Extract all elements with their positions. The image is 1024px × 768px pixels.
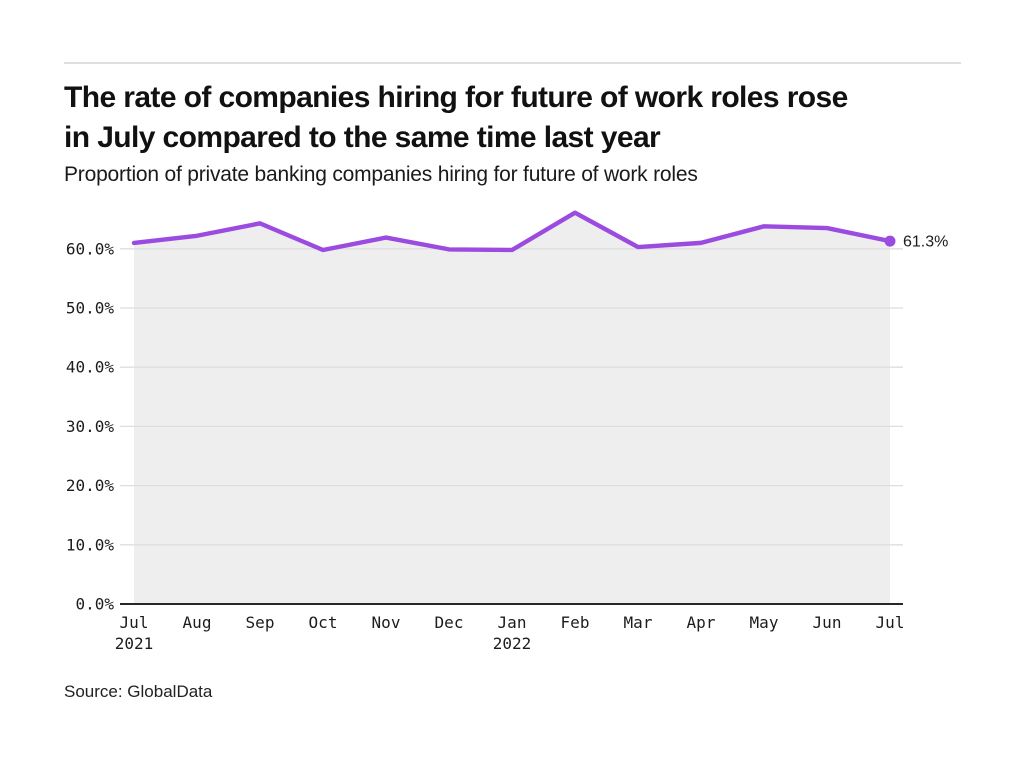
x-tick-label: May [750, 613, 779, 632]
end-point-label: 61.3% [903, 234, 948, 251]
x-tick-label: Oct [309, 613, 338, 632]
x-tick-label: Mar [624, 613, 653, 632]
area-fill [134, 212, 890, 605]
x-tick-label: Jul [120, 613, 149, 632]
x-tick-label: Dec [435, 613, 464, 632]
x-tick-year-label: 2022 [493, 634, 532, 653]
source-note: Source: GlobalData [64, 682, 213, 701]
x-tick-label: Nov [372, 613, 401, 632]
x-tick-label: Apr [687, 613, 716, 632]
x-tick-label: Jul [876, 613, 905, 632]
page-title-line-1: The rate of companies hiring for future … [64, 81, 848, 114]
y-tick-label: 50.0% [66, 299, 115, 318]
trend-line [131, 210, 893, 253]
x-tick-label: Aug [183, 613, 212, 632]
y-tick-label: 40.0% [66, 358, 115, 377]
x-tick-label: Sep [246, 613, 275, 632]
page-title-line-2: in July compared to the same time last y… [64, 121, 661, 154]
y-tick-label: 10.0% [66, 535, 115, 554]
page-subtitle: Proportion of private banking companies … [64, 163, 698, 186]
y-tick-label: 20.0% [66, 476, 115, 495]
end-point-dot [884, 235, 896, 247]
x-tick-label: Jan [498, 613, 527, 632]
top-divider [64, 62, 961, 64]
y-tick-label: 0.0% [75, 595, 114, 614]
y-tick-label: 60.0% [66, 239, 115, 258]
line-chart: 0.0% 10.0% 20.0% 30.0% 40.0% 50.0% 60.0% 61.3% J… [66, 210, 948, 653]
x-tick-label: Jun [813, 613, 842, 632]
page-title: The rate of companies hiring for future … [64, 78, 848, 158]
y-tick-label: 30.0% [66, 417, 115, 436]
x-tick-label: Feb [561, 613, 590, 632]
x-tick-year-label: 2021 [115, 634, 154, 653]
